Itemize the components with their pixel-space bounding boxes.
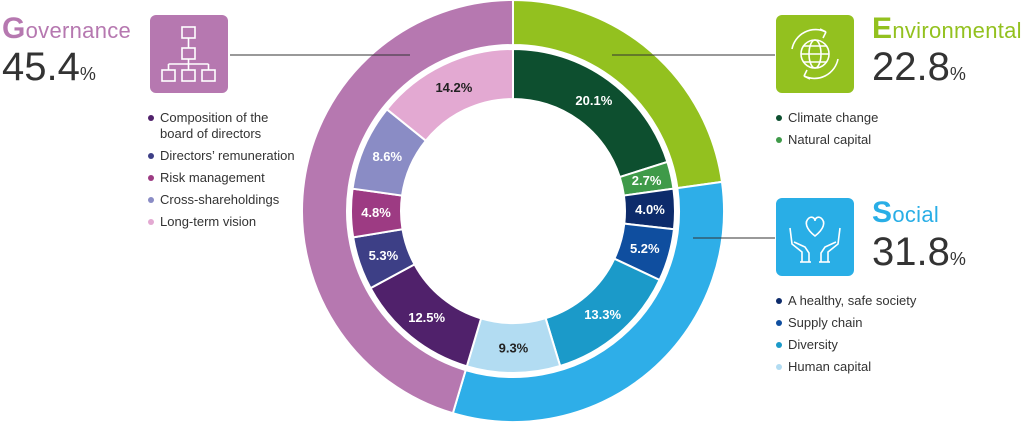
governance-initial: G — [2, 12, 26, 45]
legend-label: Diversity — [788, 337, 838, 352]
governance-title: Governance — [2, 12, 131, 46]
data-label-a-healthy-safe-society: 4.0% — [635, 202, 665, 217]
environmental-legend: Climate change Natural capital — [776, 110, 878, 154]
data-label-natural-capital: 2.7% — [632, 173, 662, 188]
social-unit: % — [949, 249, 966, 269]
legend-label: Natural capital — [788, 132, 872, 147]
legend-dot — [148, 219, 154, 225]
legend-label: Composition of the board of directors — [160, 110, 269, 141]
legend-label: Supply chain — [788, 315, 863, 330]
legend-label: A healthy, safe society — [788, 293, 917, 308]
org-chart-icon — [150, 15, 228, 93]
legend-label: Risk management — [160, 170, 265, 185]
segment-governance — [301, 0, 514, 415]
social-title-rest: ocial — [892, 202, 940, 227]
data-label-risk-management: 4.8% — [361, 205, 391, 220]
governance-percent: 45.4% — [2, 45, 96, 90]
legend-dot — [776, 115, 782, 121]
legend-item: Human capital — [776, 359, 916, 375]
legend-label: Cross-shareholdings — [160, 192, 280, 207]
social-percent: 31.8% — [872, 230, 966, 275]
governance-legend: Composition of the board of directors Di… — [148, 110, 300, 236]
environmental-title-rest: nvironmental — [892, 18, 1022, 43]
environmental-value: 22.8 — [872, 45, 950, 89]
legend-label: Climate change — [788, 110, 879, 125]
legend-item: Risk management — [148, 170, 300, 186]
legend-item: Composition of the board of directors — [148, 110, 300, 142]
environmental-unit: % — [949, 64, 966, 84]
legend-dot — [776, 342, 782, 348]
governance-value: 45.4 — [2, 45, 80, 89]
segment-long-term-vision — [385, 47, 514, 143]
data-label-cross-shareholdings: 8.6% — [372, 149, 402, 164]
data-label-composition-of-the-board-of-directors: 12.5% — [408, 310, 445, 325]
legend-dot — [776, 137, 782, 143]
legend-item: Diversity — [776, 337, 916, 353]
data-label-diversity: 13.3% — [584, 307, 621, 322]
inner-ring — [350, 47, 676, 374]
data-label-directors-remuneration: 5.3% — [369, 248, 399, 263]
legend-label: Human capital — [788, 359, 872, 374]
data-label-human-capital: 9.3% — [499, 340, 529, 355]
hands-heart-icon — [776, 198, 854, 276]
legend-dot — [148, 115, 154, 121]
legend-dot — [776, 364, 782, 370]
social-value: 31.8 — [872, 230, 950, 274]
data-label-long-term-vision: 14.2% — [435, 80, 472, 95]
leader-lines — [230, 54, 775, 239]
data-label-climate-change: 20.1% — [575, 93, 612, 108]
environmental-initial: E — [872, 12, 893, 45]
legend-dot — [148, 197, 154, 203]
legend-item: Climate change — [776, 110, 878, 126]
social-initial: S — [872, 196, 893, 229]
legend-dot — [148, 153, 154, 159]
social-title: Social — [872, 196, 939, 230]
legend-label: Long-term vision — [160, 214, 257, 229]
legend-dot — [148, 175, 154, 181]
legend-item: Supply chain — [776, 315, 916, 331]
legend-item: Directors’ remuneration — [148, 148, 300, 164]
data-label-supply-chain: 5.2% — [630, 241, 660, 256]
legend-dot — [776, 298, 782, 304]
legend-item: Long-term vision — [148, 214, 300, 230]
legend-dot — [776, 320, 782, 326]
outer-ring — [301, 0, 725, 422]
globe-recycle-icon — [776, 15, 854, 93]
legend-label: Directors’ remuneration — [160, 148, 295, 163]
legend-item: A healthy, safe society — [776, 293, 916, 309]
environmental-percent: 22.8% — [872, 45, 966, 90]
governance-title-rest: overnance — [25, 18, 132, 43]
legend-item: Cross-shareholdings — [148, 192, 300, 208]
environmental-title: Environmental — [872, 12, 1022, 46]
governance-unit: % — [79, 64, 96, 84]
social-legend: A healthy, safe society Supply chain Div… — [776, 293, 916, 381]
legend-item: Natural capital — [776, 132, 878, 148]
segment-labels: 20.1% 2.7% 4.0% 5.2% 13.3% 9.3% 12.5% 5.3% 4.8% 8… — [361, 80, 665, 356]
